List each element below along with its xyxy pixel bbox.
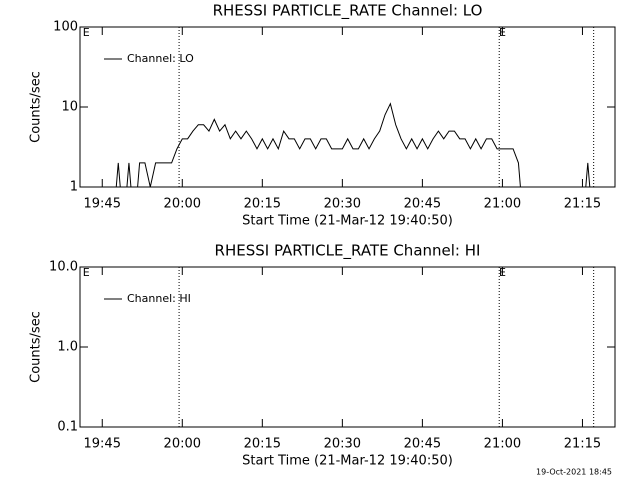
x-axis-label: Start Time (21-Mar-12 19:40:50)	[242, 454, 453, 469]
y-tick-label: 10.0	[49, 260, 78, 275]
legend-label: Channel: LO	[127, 52, 194, 65]
x-tick-label: 20:15	[244, 437, 281, 452]
x-tick-label: 20:45	[404, 197, 441, 212]
x-tick-label: 21:00	[484, 197, 521, 212]
x-tick-label: 19:45	[84, 437, 121, 452]
annotation: E	[83, 26, 90, 39]
x-tick-label: 21:15	[564, 437, 601, 452]
x-tick-label: 21:15	[564, 197, 601, 212]
x-tick-label: 20:15	[244, 197, 281, 212]
footer: 19-Oct-2021 18:45	[536, 468, 612, 477]
data-line	[115, 102, 591, 187]
chart-title: RHESSI PARTICLE_RATE Channel: LO	[213, 2, 483, 21]
y-tick-label: 0.1	[57, 420, 78, 435]
y-tick-label: 1.0	[57, 340, 78, 355]
annotation: E	[499, 266, 506, 279]
y-tick-label: 1	[70, 180, 78, 195]
x-tick-label: 19:45	[84, 197, 121, 212]
chart-title: RHESSI PARTICLE_RATE Channel: HI	[215, 242, 481, 261]
annotation: E	[499, 26, 506, 39]
y-axis-label: Counts/sec	[29, 311, 44, 383]
y-axis-label: Counts/sec	[29, 71, 44, 143]
x-tick-label: 20:45	[404, 437, 441, 452]
x-tick-label: 20:00	[164, 437, 201, 452]
y-tick-label: 100	[53, 20, 78, 35]
y-tick-label: 10	[61, 100, 78, 115]
x-tick-label: 20:30	[324, 197, 361, 212]
x-axis-label: Start Time (21-Mar-12 19:40:50)	[242, 214, 453, 229]
legend-label: Channel: HI	[127, 292, 191, 305]
x-tick-label: 20:30	[324, 437, 361, 452]
x-tick-label: 21:00	[484, 437, 521, 452]
annotation: E	[83, 266, 90, 279]
x-tick-label: 20:00	[164, 197, 201, 212]
